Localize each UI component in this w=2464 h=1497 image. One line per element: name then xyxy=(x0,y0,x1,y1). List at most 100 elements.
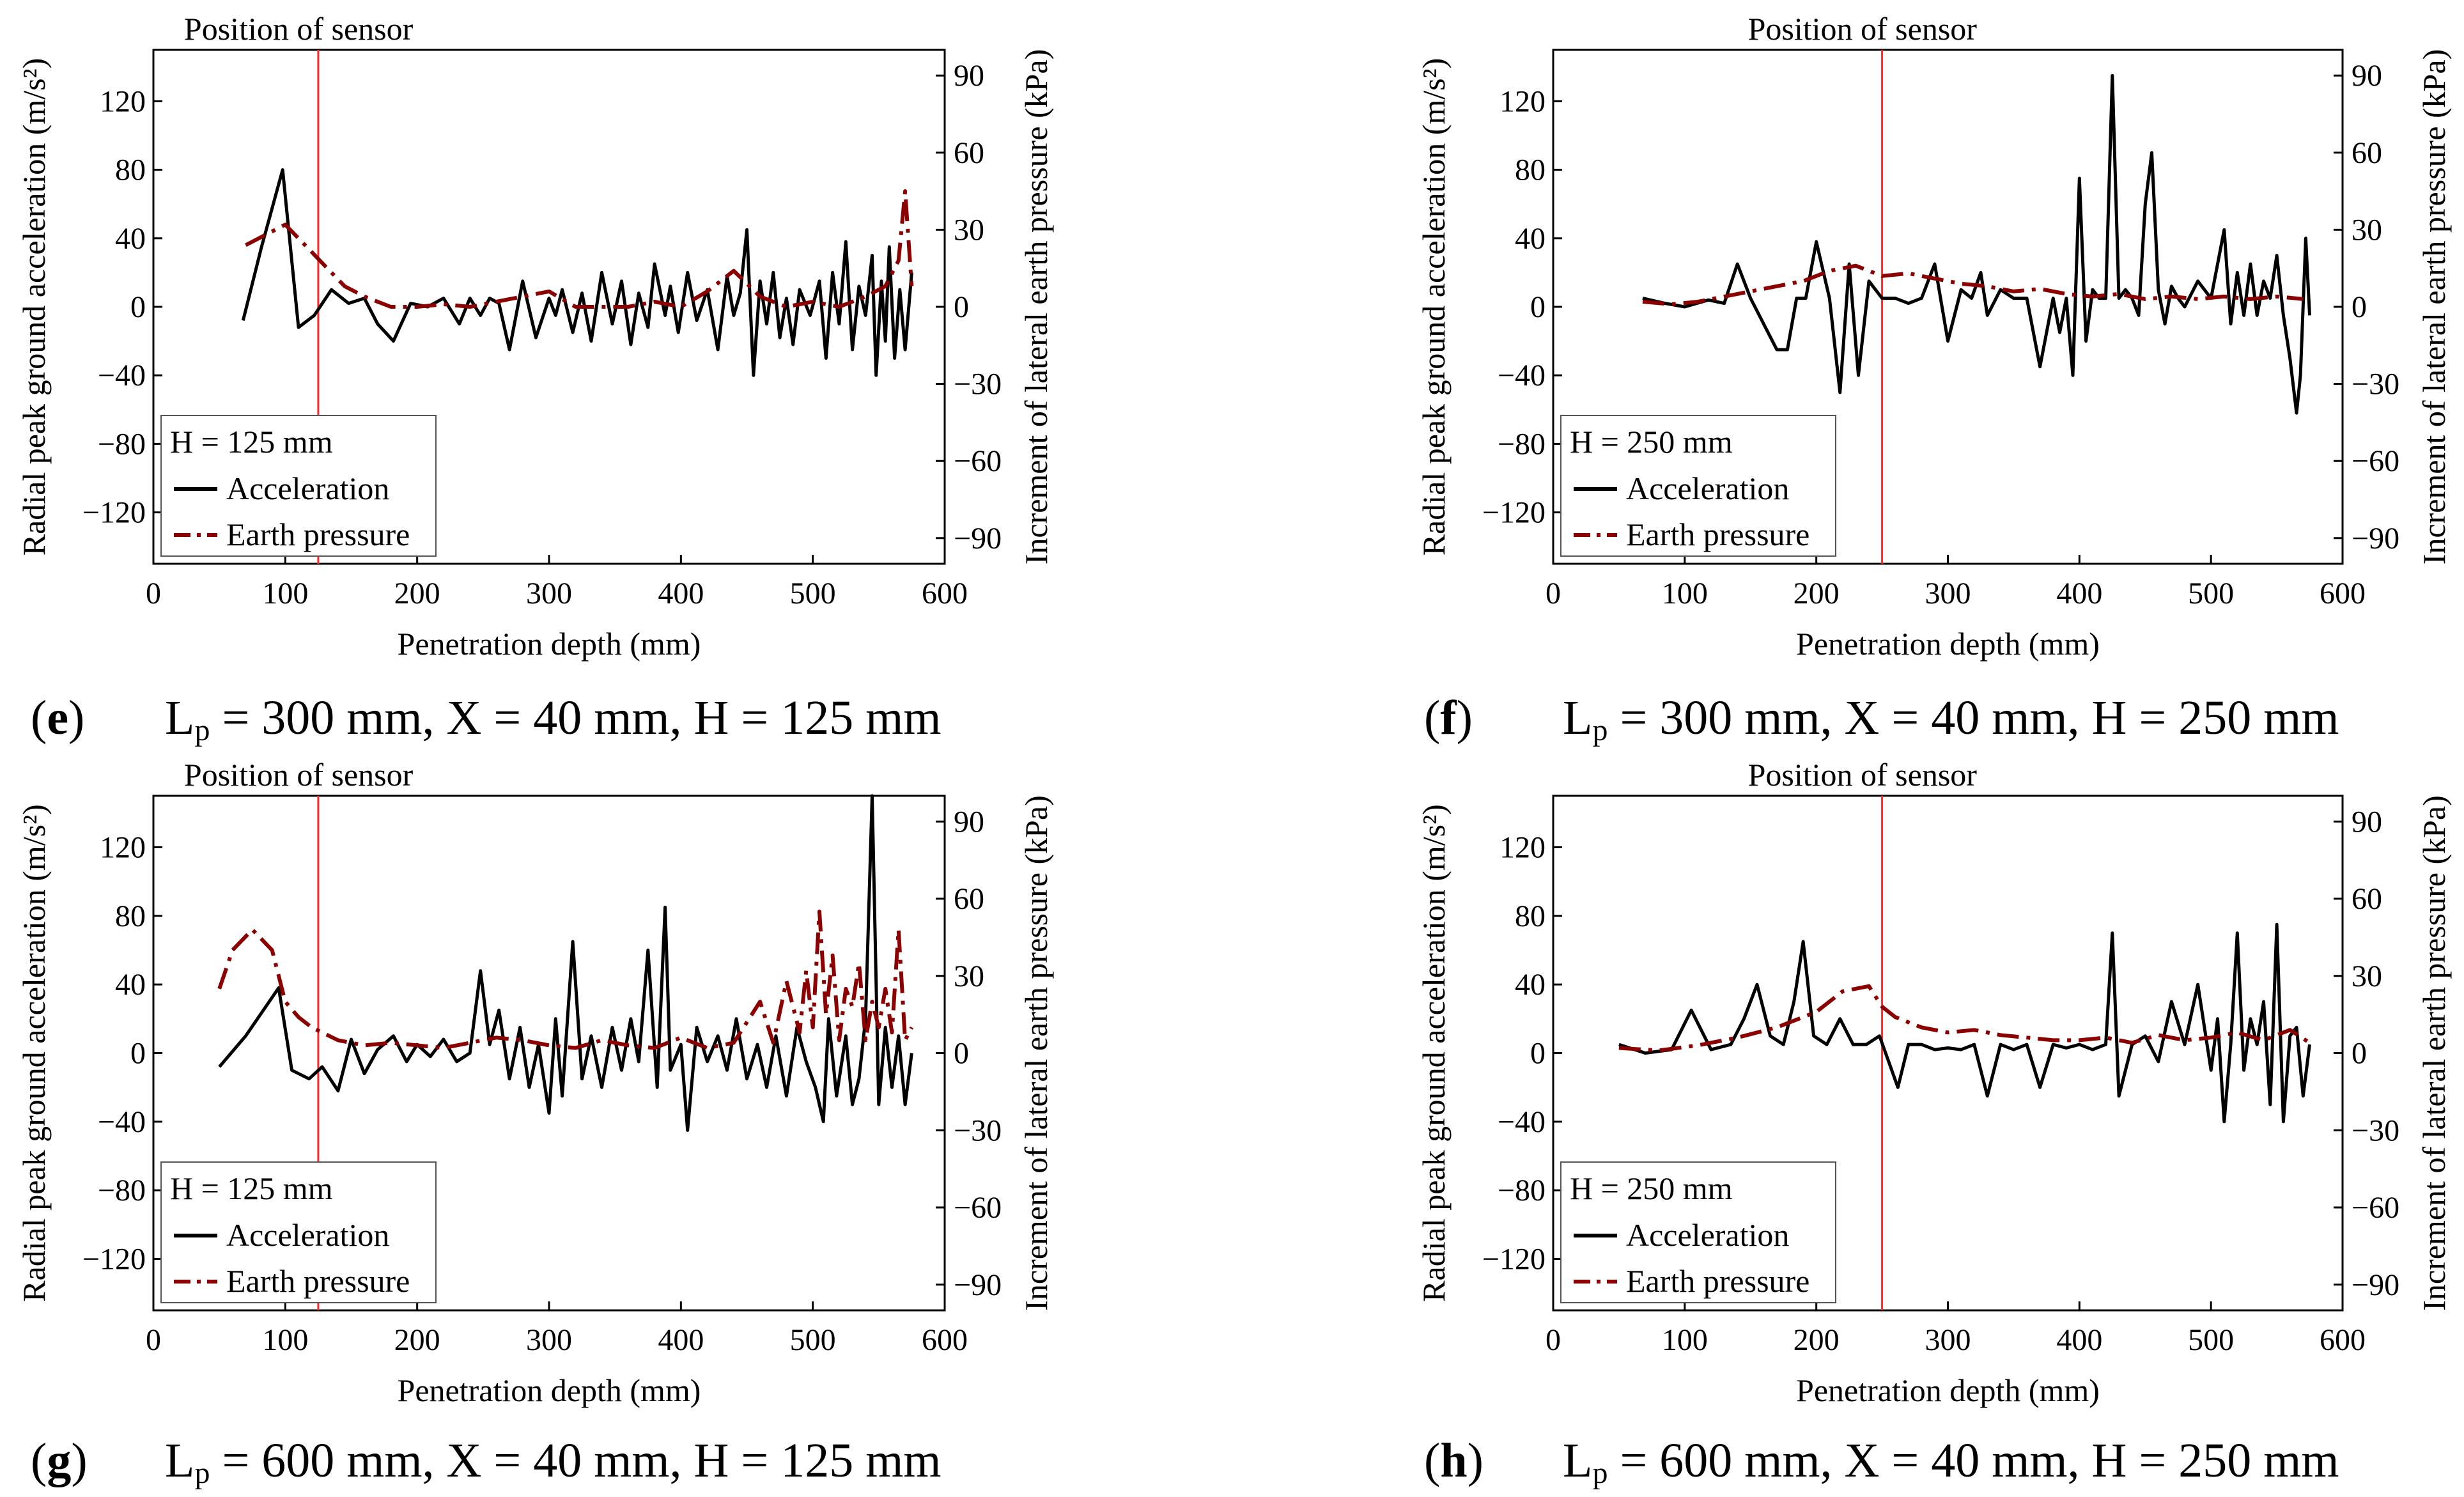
y-left-tick-label: 40 xyxy=(115,968,146,1002)
legend-title: H = 250 mm xyxy=(1570,424,1733,460)
y-right-axis-label: Increment of lateral earth pressure (kPa… xyxy=(2416,795,2452,1311)
y-right-axis-label: Increment of lateral earth pressure (kPa… xyxy=(1018,49,1054,565)
series-earth-pressure xyxy=(1642,263,2304,306)
y-left-tick-label: 80 xyxy=(115,153,146,187)
y-left-tick-label: 80 xyxy=(1515,899,1546,933)
y-right-tick-label: 0 xyxy=(2352,1037,2367,1071)
sensor-position-annotation: Position of sensor xyxy=(184,757,414,793)
series-earth-pressure xyxy=(217,910,914,1050)
y-left-tick-label: 120 xyxy=(1499,831,1546,865)
legend-earth-pressure-label: Earth pressure xyxy=(226,516,410,552)
y-left-tick-label: −80 xyxy=(98,427,146,461)
x-tick-label: 300 xyxy=(1925,577,1971,610)
legend-box xyxy=(160,1161,437,1303)
y-left-tick-label: −80 xyxy=(1498,427,1546,461)
legend-box xyxy=(1560,415,1836,557)
y-right-tick-label: 0 xyxy=(2352,290,2367,324)
caption-text: Lp = 600 mm, X = 40 mm, H = 125 mm xyxy=(165,1434,941,1490)
y-right-tick-label: 30 xyxy=(2352,213,2382,247)
y-right-tick-label: −60 xyxy=(954,1191,1002,1225)
y-left-tick-label: 120 xyxy=(100,831,146,865)
y-right-tick-label: 0 xyxy=(954,290,969,324)
x-tick-label: 0 xyxy=(146,577,161,610)
legend-earth-pressure-label: Earth pressure xyxy=(226,1263,410,1299)
y-right-tick-label: 90 xyxy=(2352,805,2382,839)
x-tick-label: 600 xyxy=(922,1323,968,1357)
legend: H = 125 mm Acceleration Earth pressure xyxy=(160,415,437,557)
y-right-tick-label: 60 xyxy=(2352,136,2382,170)
y-left-tick-label: −120 xyxy=(82,496,146,530)
y-left-tick-label: −120 xyxy=(1482,496,1546,530)
y-left-axis-label: Radial peak ground acceleration (m/s²) xyxy=(1416,804,1452,1302)
y-left-tick-label: −120 xyxy=(82,1243,146,1276)
y-left-axis-label: Radial peak ground acceleration (m/s²) xyxy=(16,804,52,1302)
y-left-tick-label: −40 xyxy=(1498,359,1546,392)
y-right-tick-label: 0 xyxy=(954,1037,969,1071)
y-left-tick-label: 0 xyxy=(130,290,146,324)
y-right-axis-label: Increment of lateral earth pressure (kPa… xyxy=(1018,795,1054,1311)
y-left-tick-label: 120 xyxy=(100,84,146,118)
panel-h: 0 100 200 300 400 500 600−120−80−4004080120−90… xyxy=(1416,757,2452,1490)
y-right-tick-label: −30 xyxy=(2352,1113,2399,1147)
y-right-axis-label: Increment of lateral earth pressure (kPa… xyxy=(2416,49,2452,565)
x-tick-label: 200 xyxy=(394,1323,440,1357)
x-tick-label: 100 xyxy=(1662,1323,1708,1357)
series-acceleration xyxy=(1618,922,2311,1124)
legend: H = 250 mm Acceleration Earth pressure xyxy=(1560,415,1836,557)
y-left-tick-label: −40 xyxy=(1498,1105,1546,1139)
y-right-tick-label: 60 xyxy=(954,136,984,170)
y-right-tick-label: −90 xyxy=(2352,522,2399,555)
series-earth-pressure xyxy=(1618,984,2311,1053)
x-tick-label: 200 xyxy=(1794,577,1840,610)
y-right-tick-label: 90 xyxy=(2352,59,2382,93)
caption-text: Lp = 300 mm, X = 40 mm, H = 250 mm xyxy=(1563,691,2339,747)
y-right-tick-label: 30 xyxy=(2352,959,2382,993)
x-tick-label: 500 xyxy=(2188,577,2234,610)
y-left-tick-label: 0 xyxy=(130,1037,146,1071)
panel-f: 0 100 200 300 400 500 600−120−80−4004080120−90… xyxy=(1416,11,2452,747)
x-tick-label: 600 xyxy=(922,577,968,610)
x-tick-label: 100 xyxy=(1662,577,1708,610)
y-right-tick-label: −30 xyxy=(2352,368,2399,401)
y-left-tick-label: 80 xyxy=(115,899,146,933)
legend-acceleration-label: Acceleration xyxy=(226,470,389,506)
legend-box xyxy=(160,415,437,557)
y-right-tick-label: −30 xyxy=(954,1113,1002,1147)
x-tick-label: 300 xyxy=(1925,1323,1971,1357)
y-right-tick-label: −90 xyxy=(2352,1268,2399,1302)
x-tick-label: 500 xyxy=(2188,1323,2234,1357)
legend-acceleration-label: Acceleration xyxy=(226,1217,389,1253)
y-right-tick-label: 60 xyxy=(2352,882,2382,916)
y-left-tick-label: 80 xyxy=(1515,153,1546,187)
y-left-tick-label: −80 xyxy=(98,1174,146,1207)
series-acceleration xyxy=(1642,74,2311,415)
y-right-tick-label: −30 xyxy=(954,368,1002,401)
x-tick-label: 200 xyxy=(1794,1323,1840,1357)
x-tick-label: 100 xyxy=(262,1323,308,1357)
sensor-position-annotation: Position of sensor xyxy=(1748,11,1978,47)
y-right-tick-label: −60 xyxy=(954,444,1002,478)
legend-acceleration-label: Acceleration xyxy=(1626,470,1789,506)
x-tick-label: 600 xyxy=(2320,1323,2366,1357)
legend-title: H = 125 mm xyxy=(170,424,333,460)
legend: H = 125 mm Acceleration Earth pressure xyxy=(160,1161,437,1303)
panel-g: 0 100 200 300 400 500 600−120−80−4004080120−90… xyxy=(16,757,1054,1490)
sensor-position-annotation: Position of sensor xyxy=(1748,757,1978,793)
y-left-tick-label: −40 xyxy=(98,359,146,392)
legend-title: H = 125 mm xyxy=(170,1170,333,1206)
panel-e: 0 100 200 300 400 500 600−120−80−4004080120−90… xyxy=(16,11,1054,747)
x-tick-label: 500 xyxy=(790,577,836,610)
x-tick-label: 600 xyxy=(2320,577,2366,610)
y-left-tick-label: 0 xyxy=(1530,1037,1546,1071)
series-earth-pressure xyxy=(245,189,914,309)
series-acceleration xyxy=(241,168,913,377)
legend-earth-pressure-label: Earth pressure xyxy=(1626,516,1809,552)
x-axis-label: Penetration depth (mm) xyxy=(1796,626,2100,662)
y-left-tick-label: 0 xyxy=(1530,290,1546,324)
x-tick-label: 0 xyxy=(1546,1323,1561,1357)
y-left-tick-label: 40 xyxy=(115,222,146,256)
caption-letter: (f) xyxy=(1424,691,1473,745)
y-left-tick-label: −40 xyxy=(98,1105,146,1139)
y-right-tick-label: −90 xyxy=(954,1268,1002,1302)
